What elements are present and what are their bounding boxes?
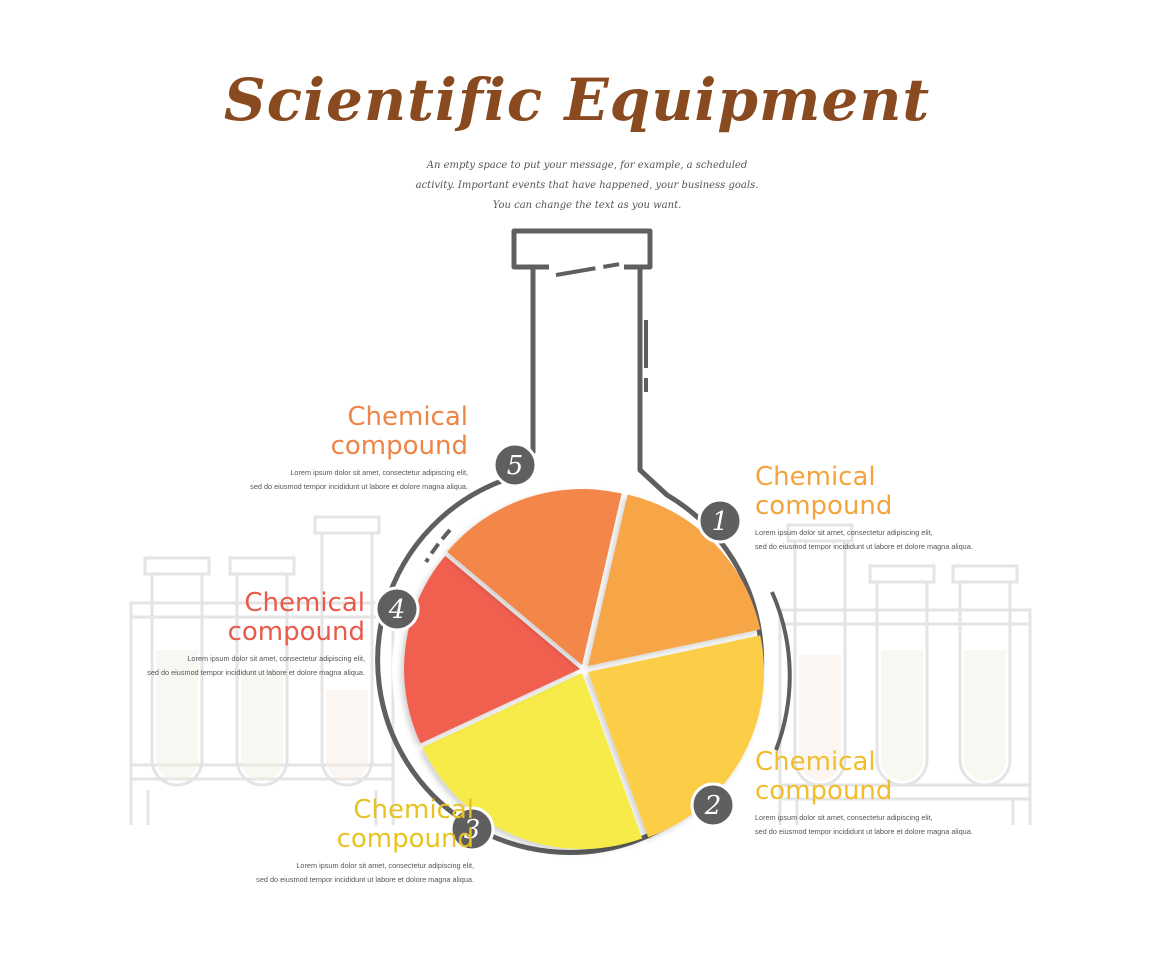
- callout-3: Chemical compound Lorem ipsum dolor sit a…: [174, 796, 474, 886]
- badge-4: 4: [374, 586, 420, 632]
- badge-5-circle: [492, 442, 538, 488]
- callout-2-body: Lorem ipsum dolor sit amet, consectetur …: [755, 813, 973, 836]
- background-tube-liquids-right: [799, 650, 1006, 781]
- badge-2: 2: [690, 782, 736, 828]
- callout-5-heading: Chemical compound: [330, 402, 468, 461]
- callout-3-heading: Chemical compound: [336, 795, 474, 854]
- background-test-tubes-right: [778, 523, 1032, 825]
- callout-1-body: Lorem ipsum dolor sit amet, consectetur …: [755, 528, 973, 551]
- callout-4: Chemical compound Lorem ipsum dolor sit a…: [65, 589, 365, 679]
- badge-5: 5: [492, 442, 538, 488]
- pie-slice-3: [422, 673, 643, 850]
- badge-3: 3: [449, 806, 495, 852]
- flask-stopper: [511, 228, 653, 270]
- badge-2-circle: [690, 782, 736, 828]
- callout-1-heading: Chemical compound: [755, 462, 893, 521]
- callout-5-body: Lorem ipsum dolor sit amet, consectetur …: [250, 468, 468, 491]
- page-subtitle: An empty space to put your message, for …: [415, 160, 759, 211]
- page-title: Scientific Equipment: [223, 66, 931, 134]
- badge-4-circle: [374, 586, 420, 632]
- pie-slice-4: [404, 555, 580, 744]
- badge-1-circle: [697, 498, 743, 544]
- callout-3-body: Lorem ipsum dolor sit amet, consectetur …: [256, 861, 474, 884]
- background-tube-liquids-left: [156, 650, 368, 781]
- callout-4-body: Lorem ipsum dolor sit amet, consectetur …: [147, 654, 365, 677]
- badge-1: 1: [697, 498, 743, 544]
- badge-2-number: 2: [704, 791, 722, 821]
- badge-3-circle: [449, 806, 495, 852]
- callout-1: Chemical compound Lorem ipsum dolor sit a…: [755, 463, 1055, 553]
- badge-1-number: 1: [712, 507, 729, 537]
- badge-4-number: 4: [388, 595, 406, 625]
- badge-3-number: 3: [464, 815, 481, 845]
- pie-slice-1: [588, 494, 761, 666]
- number-badges: 1 2 3 4 5: [374, 442, 743, 852]
- callout-2: Chemical compound Lorem ipsum dolor sit a…: [755, 748, 1055, 838]
- callout-4-heading: Chemical compound: [227, 588, 365, 647]
- callout-2-heading: Chemical compound: [755, 747, 893, 806]
- badge-5-number: 5: [507, 451, 524, 481]
- callout-5: Chemical compound Lorem ipsum dolor sit a…: [168, 403, 468, 493]
- pie-slice-5: [447, 488, 622, 665]
